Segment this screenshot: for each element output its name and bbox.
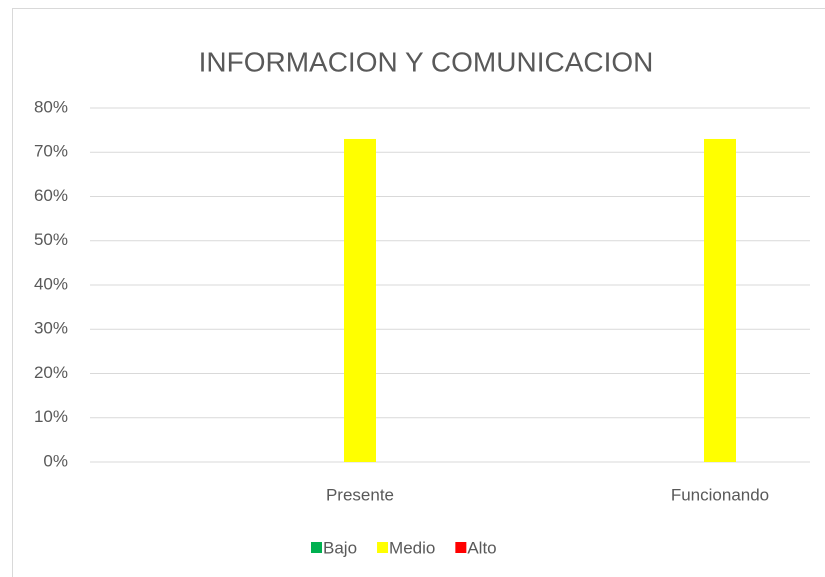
y-tick-label: 0%: [43, 451, 68, 470]
y-tick-label: 30%: [34, 319, 68, 338]
y-tick-label: 60%: [34, 186, 68, 205]
y-tick-label: 50%: [34, 230, 68, 249]
chart-border: [12, 8, 825, 577]
legend-swatch: [377, 542, 389, 553]
y-tick-label: 20%: [34, 363, 68, 382]
legend-label: Bajo: [323, 538, 357, 557]
chart-title: INFORMACION Y COMUNICACION: [199, 46, 654, 77]
y-tick-label: 10%: [34, 407, 68, 426]
bar: [704, 138, 736, 462]
y-tick-label: 40%: [34, 274, 68, 293]
y-tick-label: 70%: [34, 142, 68, 161]
y-tick-label: 80%: [34, 97, 68, 116]
x-tick-label: Presente: [326, 485, 394, 504]
x-tick-label: Funcionando: [671, 485, 769, 504]
bar: [344, 138, 376, 462]
legend-swatch: [455, 542, 467, 553]
legend-swatch: [311, 542, 322, 553]
legend-label: Medio: [389, 538, 435, 557]
legend-label: Alto: [467, 538, 496, 557]
